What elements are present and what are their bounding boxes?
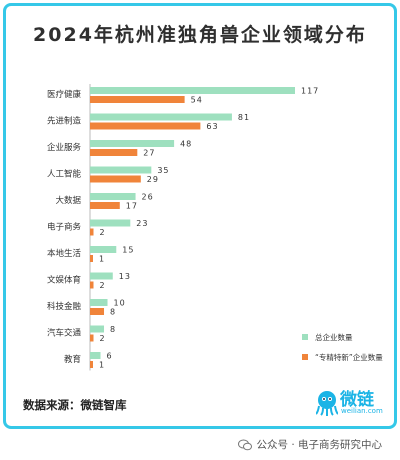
bar-special — [90, 96, 185, 103]
bar-special — [90, 122, 201, 130]
category-label: 先进制造 — [47, 116, 82, 127]
bar-total — [90, 325, 105, 333]
data-label: 1 — [99, 255, 105, 264]
data-label: 17 — [126, 202, 138, 211]
bar-special — [90, 175, 141, 183]
data-label: 2 — [100, 281, 106, 290]
category-label: 科技金融 — [47, 301, 82, 312]
data-label: 48 — [180, 140, 192, 149]
bar-total — [90, 352, 101, 359]
data-label: 8 — [110, 308, 116, 317]
bar-total — [90, 140, 175, 147]
category-label: 医疗健康 — [47, 89, 82, 100]
bar-special — [90, 202, 120, 209]
bar-special — [90, 281, 94, 289]
data-label: 26 — [142, 193, 154, 202]
bar-total — [90, 272, 113, 280]
bar-special — [90, 228, 94, 236]
data-label: 10 — [114, 299, 126, 308]
bar-special — [90, 255, 93, 262]
data-label: 81 — [238, 113, 250, 122]
category-label: 本地生活 — [47, 248, 82, 259]
data-label: 15 — [122, 246, 134, 255]
weilian-logo: 微链 weilian.com — [316, 383, 386, 425]
data-label: 8 — [110, 325, 116, 334]
bar-total — [90, 166, 152, 174]
wechat-icon — [238, 439, 253, 450]
legend-label: 总企业数量 — [315, 332, 353, 342]
category-label: 大数据 — [55, 195, 81, 206]
bar-total — [90, 87, 295, 94]
data-label: 2 — [100, 334, 106, 343]
data-label: 54 — [191, 96, 203, 105]
logo-name: 微链 — [340, 390, 374, 410]
bar-total — [90, 193, 136, 200]
data-label: 63 — [206, 122, 218, 131]
category-label: 电子商务 — [47, 222, 82, 233]
data-label: 2 — [100, 228, 106, 237]
bar-special — [90, 308, 105, 315]
data-label: 13 — [119, 272, 131, 281]
bar-special — [90, 334, 94, 342]
octopus-icon — [316, 391, 338, 416]
category-label: 教育 — [64, 354, 81, 365]
data-label: 35 — [157, 166, 169, 175]
data-label: 117 — [301, 87, 319, 96]
category-label: 汽车交通 — [47, 328, 82, 339]
data-label: 6 — [107, 352, 113, 361]
data-source: 数据来源：微链智库 — [23, 398, 127, 412]
data-label: 1 — [99, 361, 105, 370]
chart-title: 2024年杭州准独角兽企业领域分布 — [33, 24, 367, 46]
bar-special — [90, 149, 138, 156]
data-label: 23 — [136, 219, 148, 228]
legend-swatch — [302, 334, 308, 340]
bar-total — [90, 219, 131, 227]
card-frame — [3, 3, 397, 429]
logo-domain: weilian.com — [341, 407, 383, 415]
bar-total — [90, 113, 232, 121]
bar-total — [90, 246, 117, 253]
category-label: 人工智能 — [47, 169, 82, 180]
watermark-text: 公众号 · 电子商务研究中心 — [256, 439, 382, 451]
bar-special — [90, 361, 93, 368]
wechat-watermark: 公众号 · 电子商务研究中心 — [238, 437, 382, 452]
data-label: 29 — [147, 175, 159, 184]
category-label: 文娱体育 — [47, 275, 81, 286]
bar-total — [90, 299, 108, 306]
legend-swatch — [302, 354, 308, 360]
legend-label: “专精特新”企业数量 — [315, 352, 383, 362]
data-label: 27 — [143, 149, 155, 158]
category-label: 企业服务 — [47, 142, 82, 153]
